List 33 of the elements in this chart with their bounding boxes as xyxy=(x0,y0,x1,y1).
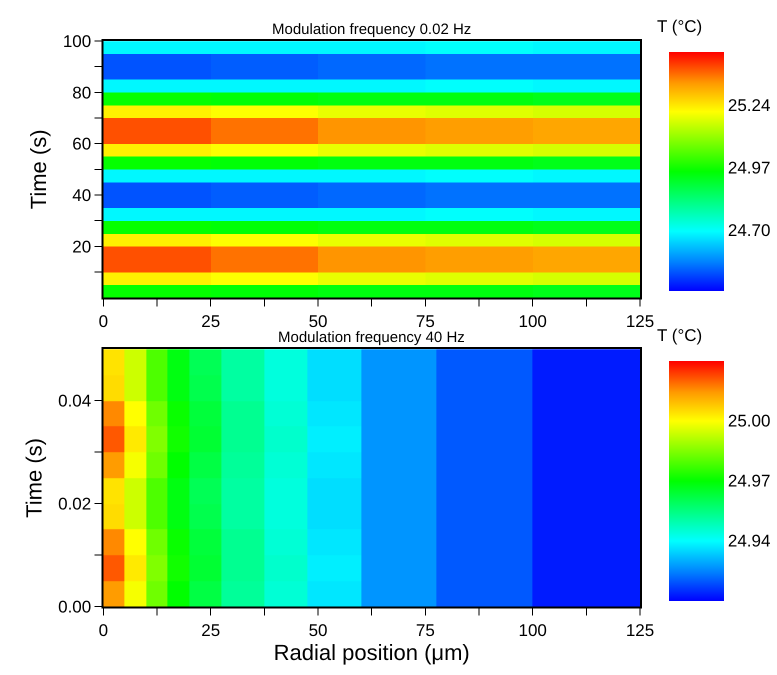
y-tick-label: 80 xyxy=(72,83,92,102)
x-tick-label: 25 xyxy=(201,312,220,331)
x-tick-label: 100 xyxy=(518,312,547,331)
x-tick-label: 0 xyxy=(98,620,108,640)
color-bar-label: 25.00 xyxy=(728,412,770,431)
x-tick-label: 125 xyxy=(626,620,654,640)
x-tick-label: 75 xyxy=(416,620,435,640)
color-bar-label: 24.97 xyxy=(728,158,770,178)
chart-title: Modulation frequency 40 Hz xyxy=(278,329,465,346)
color-bar-title: T (°C) xyxy=(657,17,702,36)
x-tick-label: 50 xyxy=(308,620,328,640)
y-axis-title: Time (s) xyxy=(21,438,46,518)
x-tick-label: 25 xyxy=(201,620,220,640)
x-axis-title: Radial position (μm) xyxy=(274,640,470,665)
color-bar-label: 24.94 xyxy=(728,532,770,551)
color-bar-label: 25.24 xyxy=(728,96,770,115)
y-tick-label: 100 xyxy=(62,32,92,52)
color-bar-title: T (°C) xyxy=(657,326,702,345)
x-tick-label: 100 xyxy=(518,620,547,640)
y-tick-label: 0.04 xyxy=(58,392,92,411)
x-tick-label: 125 xyxy=(626,312,654,331)
y-tick-label: 40 xyxy=(72,186,92,205)
x-tick-label: 50 xyxy=(308,312,328,331)
color-bar-label: 24.70 xyxy=(728,221,770,240)
y-tick-label: 0.00 xyxy=(58,598,92,617)
y-axis-title: Time (s) xyxy=(26,129,52,210)
y-tick-label: 60 xyxy=(72,134,92,154)
x-tick-label: 75 xyxy=(416,312,435,331)
y-tick-label: 20 xyxy=(72,237,92,256)
chart-title: Modulation frequency 0.02 Hz xyxy=(272,21,472,38)
y-tick-label: 0.02 xyxy=(58,494,92,514)
x-tick-label: 0 xyxy=(98,312,108,331)
color-bar-label: 24.97 xyxy=(728,472,770,491)
